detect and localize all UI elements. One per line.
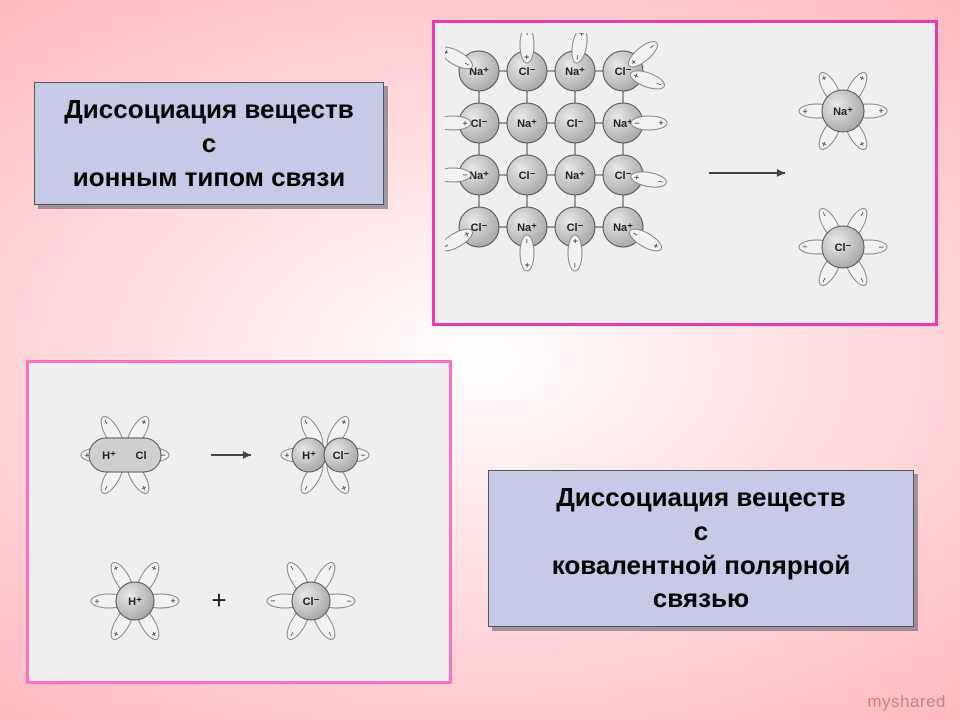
svg-text:H⁺: H⁺ bbox=[128, 596, 142, 608]
svg-text:Cl⁻: Cl⁻ bbox=[471, 222, 488, 234]
svg-text:Cl⁻: Cl⁻ bbox=[567, 222, 584, 234]
diagram-covalent: +−−++−−++−−+H⁺Cl+−−++−−++−−+H⁺Cl⁻−+−+−+−… bbox=[26, 360, 452, 684]
watermark-part1: my bbox=[867, 692, 891, 711]
diagram-ionic: Na⁺ Cl⁻ Na⁺ Cl⁻ Cl⁻ Na⁺ Cl⁻ Na⁺ Na⁺ Cl⁻ Na⁺ Cl⁻ Cl⁻ N… bbox=[432, 20, 938, 326]
svg-text:Cl: Cl bbox=[136, 450, 147, 462]
caption-covalent: Диссоциация веществ с ковалентной полярн… bbox=[488, 470, 914, 627]
svg-text:+: + bbox=[522, 262, 532, 267]
svg-text:+: + bbox=[570, 238, 580, 243]
svg-text:Na⁺: Na⁺ bbox=[469, 170, 489, 182]
caption-ionic: Диссоциация веществ с ионным типом связи bbox=[34, 82, 384, 205]
svg-text:−: − bbox=[570, 262, 580, 267]
svg-text:−: − bbox=[878, 242, 883, 252]
svg-text:Cl⁻: Cl⁻ bbox=[567, 118, 584, 130]
watermark: myshared bbox=[867, 692, 946, 712]
caption-line: с bbox=[49, 127, 369, 161]
svg-text:H⁺: H⁺ bbox=[102, 450, 116, 462]
svg-text:−: − bbox=[360, 450, 365, 460]
svg-text:+: + bbox=[170, 596, 175, 606]
svg-text:+: + bbox=[284, 450, 289, 460]
svg-text:+: + bbox=[462, 118, 467, 128]
caption-line: Диссоциация веществ bbox=[49, 93, 369, 127]
caption-line: ковалентной полярной bbox=[503, 549, 899, 583]
svg-text:−: − bbox=[522, 33, 532, 36]
svg-text:Na⁺: Na⁺ bbox=[565, 170, 585, 182]
caption-line: ионным типом связи bbox=[49, 161, 369, 195]
svg-text:Na⁺: Na⁺ bbox=[833, 106, 853, 118]
svg-text:Cl⁻: Cl⁻ bbox=[835, 242, 852, 254]
svg-text:−: − bbox=[802, 242, 807, 252]
svg-text:Cl⁻: Cl⁻ bbox=[615, 66, 632, 78]
svg-text:Cl⁻: Cl⁻ bbox=[303, 596, 320, 608]
svg-text:Cl⁻: Cl⁻ bbox=[615, 170, 632, 182]
svg-text:+: + bbox=[802, 106, 807, 116]
svg-text:−: − bbox=[522, 238, 532, 243]
svg-text:+: + bbox=[658, 118, 663, 128]
svg-text:+: + bbox=[576, 33, 587, 37]
svg-text:+: + bbox=[211, 585, 226, 615]
watermark-part2: shared bbox=[891, 692, 946, 711]
caption-line: связью bbox=[503, 582, 899, 616]
svg-text:Cl⁻: Cl⁻ bbox=[519, 170, 536, 182]
svg-text:−: − bbox=[270, 596, 275, 606]
svg-text:−: − bbox=[462, 170, 467, 180]
caption-line: Диссоциация веществ bbox=[503, 481, 899, 515]
svg-text:Na⁺: Na⁺ bbox=[613, 118, 633, 130]
svg-text:−: − bbox=[634, 118, 639, 128]
caption-line: с bbox=[503, 515, 899, 549]
svg-text:+: + bbox=[522, 54, 532, 59]
svg-text:Cl⁻: Cl⁻ bbox=[471, 118, 488, 130]
svg-text:Na⁺: Na⁺ bbox=[517, 118, 537, 130]
svg-text:+: + bbox=[878, 106, 883, 116]
svg-text:Cl⁻: Cl⁻ bbox=[519, 66, 536, 78]
svg-text:+: + bbox=[94, 596, 99, 606]
svg-text:−: − bbox=[346, 596, 351, 606]
svg-text:Cl⁻: Cl⁻ bbox=[333, 450, 350, 462]
svg-text:Na⁺: Na⁺ bbox=[565, 66, 585, 78]
svg-text:Na⁺: Na⁺ bbox=[517, 222, 537, 234]
svg-text:H⁺: H⁺ bbox=[302, 450, 316, 462]
